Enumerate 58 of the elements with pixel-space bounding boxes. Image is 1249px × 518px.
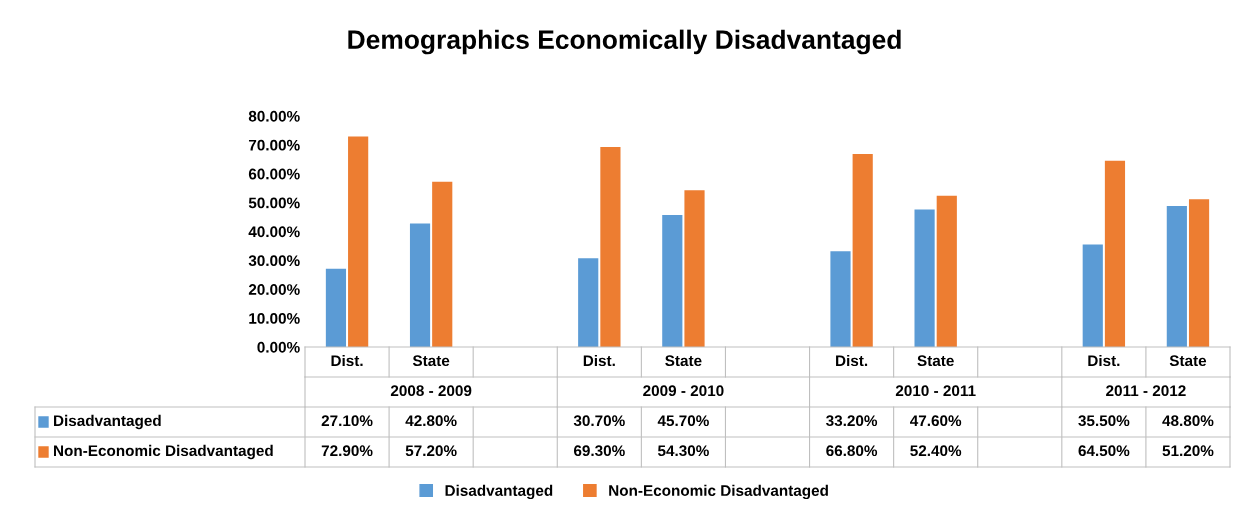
x-tick-label: State (665, 355, 702, 367)
bar (852, 154, 873, 347)
y-tick-label: 80.00% (248, 110, 300, 122)
data-label: 45.70% (657, 415, 709, 427)
text: 2009 - 2010 (643, 385, 724, 397)
data-label: 51.20% (1162, 445, 1214, 457)
y-tick-label: 20.00% (248, 284, 300, 295)
data-label: 64.50% (1078, 445, 1130, 457)
y-tick-label: 0.00% (257, 341, 300, 353)
data-label: 66.80% (826, 445, 878, 457)
text: 2010 - 2011 (895, 385, 976, 397)
legend-label: Disadvantaged (445, 484, 553, 500)
data-label: 33.20% (826, 415, 878, 427)
bar (1104, 160, 1126, 347)
y-tick-label: 50.00% (248, 197, 300, 209)
y-tick-label: 70.00% (248, 139, 300, 151)
data-label: 47.60% (910, 415, 962, 427)
y-tick-label: 40.00% (248, 226, 300, 238)
bar (348, 136, 369, 347)
x-tick-label: Dist. (1088, 354, 1120, 367)
bar (409, 223, 431, 347)
x-tick-label: Dist. (583, 354, 615, 367)
x-tick-label: Dist. (331, 354, 363, 367)
data-label: 69.30% (573, 445, 625, 457)
y-tick-label: 10.00% (249, 312, 300, 324)
x-tick-label: Dist. (836, 354, 868, 367)
text: Disadvantaged (54, 414, 161, 430)
bar (1188, 199, 1210, 347)
data-label: 52.40% (910, 445, 962, 457)
y-tick-label: 30.00% (248, 255, 300, 267)
data-label: 35.50% (1078, 415, 1130, 427)
text: 2008 - 2009 (390, 385, 472, 397)
bar (600, 146, 621, 347)
data-label: 72.90% (321, 445, 373, 457)
data-label: 48.80% (1162, 415, 1214, 427)
bar (325, 268, 347, 347)
data-label: 42.80% (405, 415, 457, 427)
chart-title: Demographics Economically Disadvantaged (348, 29, 901, 55)
data-label: 54.30% (657, 445, 709, 457)
bar (914, 209, 935, 347)
x-tick-label: State (917, 355, 954, 367)
y-tick-label: 60.00% (248, 168, 300, 180)
bar (830, 251, 851, 347)
data-label: 57.20% (405, 445, 457, 457)
x-tick-label: State (1169, 355, 1207, 367)
bar (662, 215, 683, 347)
x-tick-label: State (412, 355, 450, 367)
text: 2011 - 2012 (1106, 385, 1186, 397)
legend-label: Non-Economic Disadvantaged (54, 444, 273, 460)
data-label: 30.70% (573, 415, 625, 427)
bar (684, 190, 705, 347)
bar (1166, 206, 1187, 347)
bar (936, 195, 957, 347)
text: Non-Economic Disadvantaged (609, 484, 828, 500)
bar (1082, 244, 1103, 347)
data-label: 27.10% (321, 415, 373, 427)
bar (432, 181, 453, 347)
bar (578, 258, 599, 347)
